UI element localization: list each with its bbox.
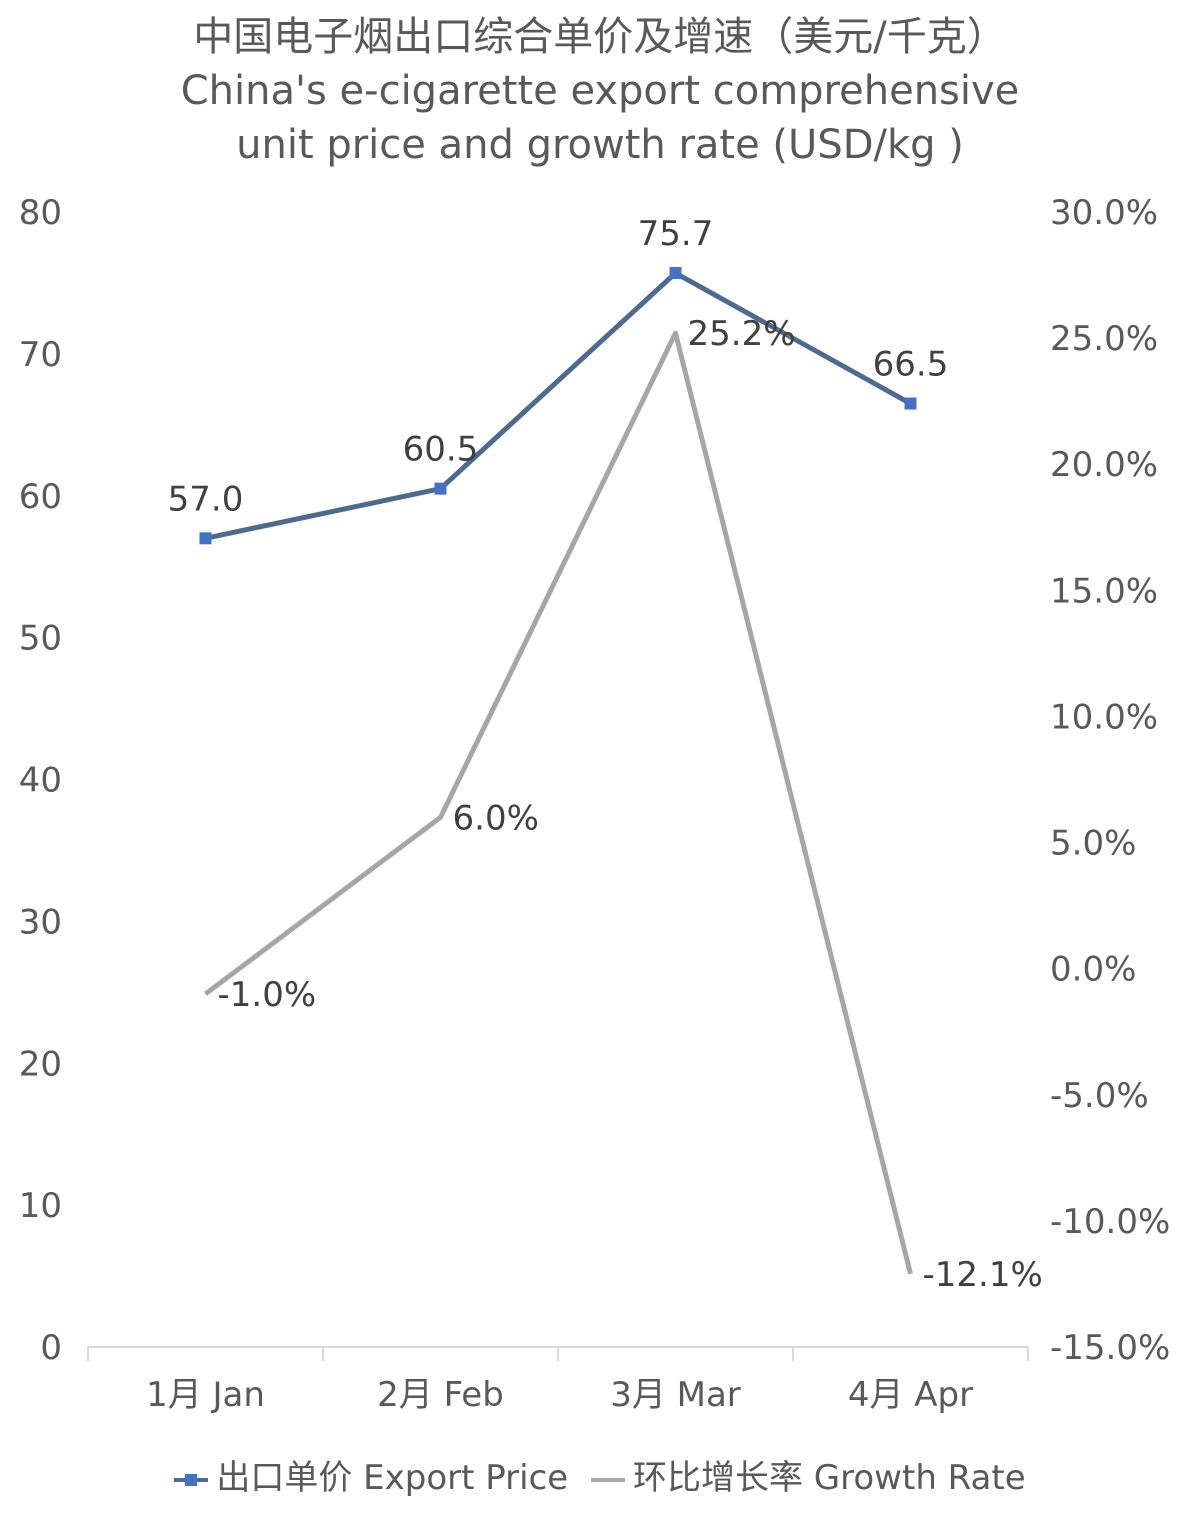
growth-rate-data-label: 6.0% [453,798,539,838]
export-price-point-marker [199,532,212,545]
y-left-tick-label: 60 [19,477,62,517]
y-left-tick-label: 80 [19,193,62,233]
growth-rate-data-label: -1.0% [218,975,317,1015]
export-price-point-marker [669,267,682,280]
y-right-tick-label: 30.0% [1050,193,1158,233]
export-price-data-label: 66.5 [873,345,949,385]
export-price-data-label: 75.7 [638,214,714,254]
y-right-tick-label: 5.0% [1050,824,1136,864]
y-right-tick-label: -10.0% [1050,1202,1170,1242]
y-right-tick-label: 25.0% [1050,319,1158,359]
chart-title-line-1: 中国电子烟出口综合单价及增速（美元/千克） [193,14,1007,60]
y-right-tick-label: -15.0% [1050,1328,1170,1368]
chart-title-line-2: China's e-cigarette export comprehensive [180,68,1020,114]
legend-item-growth-rate: 环比增长率 Growth Rate [591,1450,1026,1499]
y-left-tick-label: 50 [19,619,62,659]
y-left-tick-label: 40 [19,761,62,801]
chart-legend: 出口单价 Export Price 环比增长率 Growth Rate [0,1450,1200,1499]
export-price-series-line [204,270,912,541]
growth-rate-series-line [203,330,913,1275]
legend-label-export-price: 出口单价 Export Price [216,1458,569,1498]
y-left-tick-label: 20 [19,1044,62,1084]
x-axis-category-label: 1月 Jan [146,1375,265,1415]
x-axis-category-label: 2月 Feb [377,1375,504,1415]
y-right-tick-label: 10.0% [1050,697,1158,737]
x-axis-category-label: 4月 Apr [848,1375,973,1415]
y-left-tick-label: 70 [19,335,62,375]
export-price-point-marker [904,397,917,410]
export-price-data-label: 60.5 [403,430,479,470]
export-price-legend-symbol [174,1463,209,1497]
x-axis-category-label: 3月 Mar [610,1375,741,1415]
growth-rate-data-label: 25.2% [688,314,796,354]
growth-rate-legend-symbol [591,1463,625,1497]
y-left-tick-label: 0 [40,1328,62,1368]
chart-title-line-3: unit price and growth rate (USD/kg ) [236,122,964,168]
export-price-point-marker [434,482,447,495]
legend-item-export-price: 出口单价 Export Price [174,1450,568,1499]
y-right-tick-label: -5.0% [1050,1076,1149,1116]
y-right-tick-label: 15.0% [1050,571,1158,611]
legend-label-growth-rate: 环比增长率 Growth Rate [633,1458,1026,1498]
y-left-tick-label: 10 [19,1186,62,1226]
y-right-tick-label: 20.0% [1050,445,1158,485]
export-price-data-label: 57.0 [168,479,244,519]
y-left-tick-label: 30 [19,902,62,942]
growth-rate-data-label: -12.1% [923,1255,1043,1295]
y-right-tick-label: 0.0% [1050,950,1136,990]
